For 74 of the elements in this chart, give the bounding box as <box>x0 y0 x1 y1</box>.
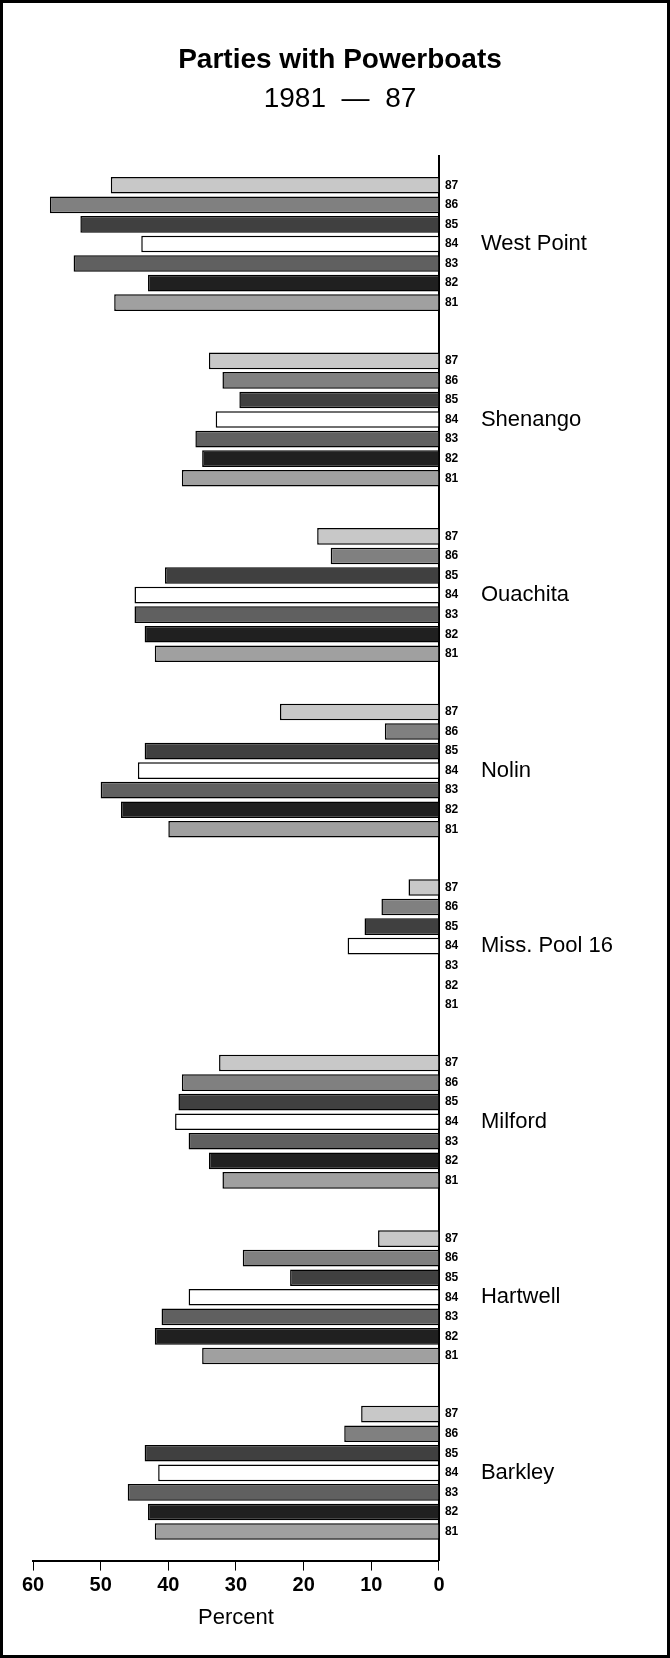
text: 84 <box>444 762 459 777</box>
y-tick-label: Nolin <box>480 756 532 782</box>
text: 85 <box>444 567 459 582</box>
text: 85 <box>444 1094 459 1109</box>
text: 84 <box>444 1114 459 1129</box>
text: 85 <box>444 918 459 933</box>
text: 83 <box>444 1133 459 1148</box>
x-axis-title: Percent <box>198 1603 274 1629</box>
text: 85 <box>444 1270 459 1285</box>
y-tick-label: Miss. Pool 16 <box>480 932 614 958</box>
text: 87 <box>444 1406 459 1421</box>
text: 82 <box>444 1153 459 1168</box>
text: 81 <box>444 470 459 485</box>
y-tick-label: Milford <box>480 1107 547 1133</box>
text: 85 <box>444 743 459 758</box>
series-label: 81 <box>444 294 459 309</box>
text: 83 <box>444 431 459 446</box>
text: 82 <box>444 450 459 465</box>
chart-title: Parties with Powerboats <box>178 42 502 74</box>
text: 86 <box>444 1426 459 1441</box>
series-label: 87 <box>444 177 459 192</box>
y-tick-label: Ouachita <box>480 581 570 607</box>
text: 84 <box>444 1465 459 1480</box>
x-tick-label: 40 <box>157 1573 180 1596</box>
text: 82 <box>444 977 459 992</box>
series-label: 86 <box>444 197 459 212</box>
y-tick-label: Barkley <box>480 1458 555 1484</box>
text: 87 <box>444 353 459 368</box>
text: 86 <box>444 372 459 387</box>
x-tick-label: 30 <box>224 1573 248 1596</box>
text: 81 <box>444 1172 459 1187</box>
text: 86 <box>444 723 459 738</box>
text: 86 <box>444 899 459 914</box>
text: 81 <box>444 1348 459 1363</box>
text: 82 <box>444 1504 459 1519</box>
text: 83 <box>444 958 459 973</box>
text: 81 <box>444 997 459 1012</box>
x-tick-label: 50 <box>89 1573 112 1596</box>
text: 82 <box>444 626 459 641</box>
text: 85 <box>444 1445 459 1460</box>
text: 84 <box>444 411 459 426</box>
text: 85 <box>444 392 459 407</box>
y-tick-label: Shenango <box>480 405 582 431</box>
y-tick-label: Hartwell <box>480 1283 561 1309</box>
series-label: 83 <box>444 255 459 270</box>
text: 86 <box>444 1250 459 1265</box>
x-tick-label: 10 <box>360 1573 383 1596</box>
text: 87 <box>444 879 459 894</box>
text: 83 <box>444 1484 459 1499</box>
text: 84 <box>444 938 459 953</box>
text: 87 <box>444 1230 459 1245</box>
text: 81 <box>444 646 459 661</box>
text: 81 <box>444 821 459 836</box>
text: 87 <box>444 528 459 543</box>
text: 82 <box>444 1328 459 1343</box>
text: 83 <box>444 606 459 621</box>
text: 87 <box>444 1055 459 1070</box>
text: 84 <box>444 1289 459 1304</box>
chart-subtitle: 1981 — 87 <box>263 82 417 114</box>
text: 83 <box>444 1309 459 1324</box>
series-label: 84 <box>444 236 459 251</box>
text: 86 <box>444 1074 459 1089</box>
y-tick-label: West Point <box>480 230 587 256</box>
x-tick-label: 0 <box>433 1573 445 1596</box>
text: 81 <box>444 1523 459 1538</box>
x-tick-label: 60 <box>21 1573 45 1596</box>
text: 82 <box>444 802 459 817</box>
series-label: 82 <box>444 275 459 290</box>
text: 86 <box>444 548 459 563</box>
text: 87 <box>444 704 459 719</box>
text: 84 <box>444 587 459 602</box>
x-tick-label: 20 <box>292 1573 315 1596</box>
text: 83 <box>444 782 459 797</box>
series-label: 85 <box>444 216 459 231</box>
